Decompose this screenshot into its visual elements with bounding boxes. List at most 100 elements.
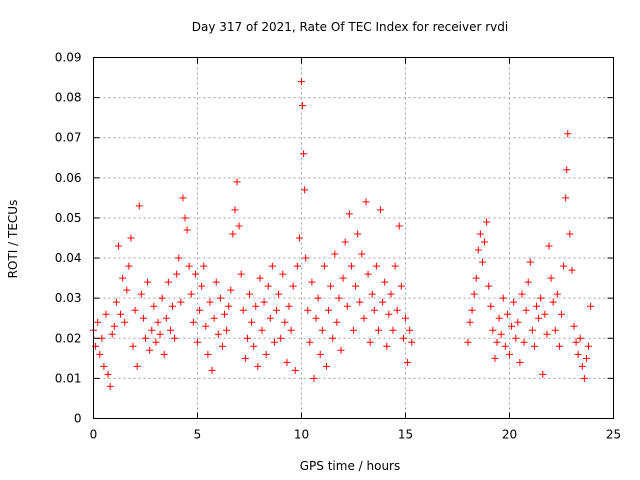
data-point <box>466 318 474 326</box>
x-tick-label: 5 <box>194 428 202 442</box>
data-point <box>139 314 147 322</box>
data-point <box>137 290 145 298</box>
data-point <box>497 330 505 338</box>
data-point <box>287 326 295 334</box>
y-tick-label: 0.05 <box>55 211 82 225</box>
data-point <box>246 290 253 298</box>
x-tick-labels: 0 5 10 15 20 25 <box>90 428 621 442</box>
data-point <box>331 250 339 258</box>
data-point <box>402 314 409 322</box>
data-point <box>239 306 247 314</box>
data-point <box>397 282 405 290</box>
data-point <box>231 206 239 214</box>
data-point <box>587 302 595 310</box>
data-point <box>564 130 572 138</box>
y-tick-labels: 0 0.01 0.02 0.03 0.04 0.05 0.06 0.07 0.08 0.09 <box>55 51 82 426</box>
data-point <box>555 342 563 350</box>
data-point <box>162 314 170 322</box>
data-point <box>582 354 590 362</box>
x-axis-label: GPS time / hours <box>300 459 401 473</box>
data-point <box>314 294 322 302</box>
data-point <box>277 334 285 342</box>
data-point <box>393 306 401 314</box>
data-point <box>585 342 593 350</box>
data-point <box>345 210 353 218</box>
data-point <box>108 330 116 338</box>
data-point <box>356 298 364 306</box>
data-point <box>298 78 305 86</box>
data-point <box>470 290 478 298</box>
data-point <box>558 310 565 318</box>
data-point <box>563 166 571 174</box>
data-point <box>404 358 412 366</box>
data-point <box>580 374 588 382</box>
data-point <box>283 358 291 366</box>
data-point <box>576 334 584 342</box>
data-point <box>489 326 497 334</box>
data-point <box>379 298 387 306</box>
data-point <box>301 186 309 194</box>
data-point <box>370 306 378 314</box>
data-point <box>366 338 374 346</box>
data-point <box>535 314 543 322</box>
axis-ticks <box>93 57 614 419</box>
data-point <box>476 230 484 238</box>
data-point <box>322 362 330 370</box>
data-point <box>112 298 120 306</box>
data-point <box>347 262 355 270</box>
data-point <box>129 342 137 350</box>
data-point <box>241 354 249 362</box>
data-point <box>177 298 185 306</box>
data-point <box>360 314 368 322</box>
data-point <box>354 230 362 238</box>
data-point <box>166 326 174 334</box>
y-tick-label: 0.01 <box>55 371 82 385</box>
data-point <box>389 326 397 334</box>
data-point <box>506 350 513 358</box>
data-point <box>152 338 160 346</box>
data-point <box>358 250 366 258</box>
data-point <box>522 306 530 314</box>
data-point <box>131 306 139 314</box>
data-point <box>218 342 226 350</box>
data-point <box>352 282 360 290</box>
data-point <box>175 254 183 262</box>
data-point <box>202 322 210 330</box>
y-tick-label: 0 <box>74 412 82 426</box>
data-point <box>110 322 118 330</box>
data-point <box>329 334 337 342</box>
y-tick-label: 0.06 <box>55 171 82 185</box>
data-point <box>94 318 102 326</box>
data-point <box>133 362 141 370</box>
data-point <box>293 262 301 270</box>
data-point <box>171 334 179 342</box>
data-point <box>481 238 489 246</box>
data-point <box>123 286 131 294</box>
data-point <box>474 246 482 254</box>
y-tick-label: 0.07 <box>55 131 82 145</box>
data-point <box>524 278 532 286</box>
y-tick-label: 0.04 <box>55 251 82 265</box>
y-tick-label: 0.02 <box>55 331 82 345</box>
data-point <box>572 338 580 346</box>
data-point <box>574 350 582 358</box>
data-point <box>117 310 125 318</box>
data-point <box>106 382 114 390</box>
x-tick-label: 0 <box>90 428 98 442</box>
data-point <box>341 238 349 246</box>
data-point <box>385 310 393 318</box>
data-point <box>285 302 293 310</box>
data-point <box>264 282 272 290</box>
x-tick-label: 10 <box>294 428 309 442</box>
data-point <box>325 306 333 314</box>
data-point <box>343 302 351 310</box>
data-point <box>262 350 270 358</box>
data-point <box>306 338 314 346</box>
data-point <box>318 326 326 334</box>
data-point <box>206 298 214 306</box>
chart-title: Day 317 of 2021, Rate Of TEC Index for r… <box>192 20 508 34</box>
data-point <box>216 294 224 302</box>
data-point <box>335 294 343 302</box>
data-point <box>295 234 303 242</box>
